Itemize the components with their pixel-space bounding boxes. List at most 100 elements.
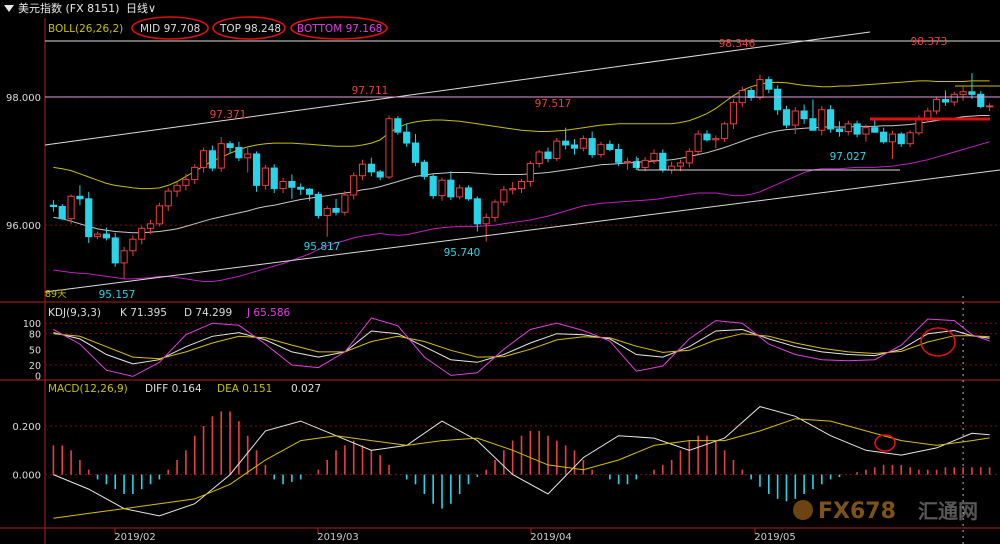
candle-body xyxy=(182,179,190,186)
candle xyxy=(429,173,437,199)
candle xyxy=(694,130,702,155)
candle-body xyxy=(632,161,640,168)
candle-body xyxy=(473,198,481,225)
candle-body xyxy=(173,184,181,192)
candle xyxy=(517,178,526,194)
kdj-legend-item: D 74.299 xyxy=(184,307,232,319)
candle-body xyxy=(456,187,464,198)
period-selector[interactable]: 日线∨ xyxy=(126,2,157,15)
candle-body xyxy=(615,148,623,163)
candle xyxy=(500,185,508,206)
x-tick-label: 2019/02 xyxy=(114,532,156,543)
candle-body xyxy=(888,133,897,143)
candle-body xyxy=(235,147,243,159)
candle-body xyxy=(155,205,163,225)
candle xyxy=(464,185,473,201)
candle-body xyxy=(394,118,402,133)
candle-body xyxy=(535,151,543,165)
candle-body xyxy=(968,91,976,95)
candle-body xyxy=(164,190,172,207)
candle-body xyxy=(959,91,967,95)
candle-body xyxy=(482,216,490,225)
candle xyxy=(747,87,755,101)
candle-body xyxy=(67,195,75,220)
candle-body xyxy=(305,188,314,195)
candle xyxy=(394,116,402,135)
candle xyxy=(535,150,543,168)
candle xyxy=(703,130,711,142)
candle xyxy=(226,141,234,154)
candle-body xyxy=(138,227,146,240)
candle xyxy=(888,130,897,160)
candle-body xyxy=(827,109,835,130)
candle-body xyxy=(297,186,305,190)
macd-legend-item: 0.027 xyxy=(291,383,321,395)
candle xyxy=(456,184,464,200)
candle xyxy=(288,174,296,199)
candle xyxy=(597,141,605,158)
candle xyxy=(182,173,190,191)
candle-body xyxy=(747,90,755,99)
candle-body xyxy=(350,175,358,196)
candle xyxy=(668,161,676,174)
highlight-circle xyxy=(290,16,388,40)
candle-body xyxy=(226,143,234,149)
candle-body xyxy=(694,133,702,152)
candle xyxy=(314,191,322,219)
candle-body xyxy=(491,201,499,218)
high-price-label: 98.373 xyxy=(911,36,948,48)
candle-body xyxy=(809,118,817,131)
candle xyxy=(93,231,102,240)
candle xyxy=(173,182,181,197)
candle xyxy=(146,219,155,235)
watermark-logo: FX678 xyxy=(818,499,896,524)
boll-title: BOLL(26,26,2) xyxy=(48,23,123,35)
highlight-circle xyxy=(131,16,209,40)
candle-body xyxy=(411,142,420,163)
candle-body xyxy=(588,138,596,156)
candle xyxy=(199,147,208,173)
channel-lower-trendline xyxy=(44,169,1000,293)
candle-body xyxy=(924,110,932,119)
boll-mid-legend: MID 97.708 xyxy=(140,23,200,35)
candle-body xyxy=(111,237,119,264)
kdj-tick-label: 100 xyxy=(23,319,41,330)
candle-body xyxy=(279,181,287,190)
collapse-icon[interactable] xyxy=(4,5,14,12)
candle xyxy=(120,246,128,279)
candle xyxy=(403,123,411,147)
candle-body xyxy=(120,250,128,264)
candle-body xyxy=(721,123,729,140)
candle xyxy=(774,85,782,115)
candle xyxy=(279,177,287,194)
watermark-logo-icon xyxy=(793,500,813,520)
candle-body xyxy=(102,233,110,239)
candle xyxy=(985,103,994,112)
support-box-line xyxy=(637,158,900,171)
candle xyxy=(853,120,861,138)
high-price-label: 97.517 xyxy=(535,98,572,110)
candle-body xyxy=(544,151,552,159)
kdj-legend-item: J 65.586 xyxy=(246,307,290,319)
candle xyxy=(447,171,455,201)
candle-body xyxy=(464,187,473,200)
candle xyxy=(818,105,826,136)
candle xyxy=(261,164,269,190)
candle xyxy=(138,225,146,245)
highlight-circle xyxy=(920,327,956,357)
candle xyxy=(659,149,667,173)
candle-body xyxy=(323,207,331,216)
candle xyxy=(102,227,110,241)
candle xyxy=(827,105,835,133)
candle-body xyxy=(862,127,870,135)
candle xyxy=(765,76,773,94)
candle-body xyxy=(76,195,84,200)
candle xyxy=(721,121,729,142)
kdj-d-line xyxy=(53,333,990,360)
candle xyxy=(553,137,561,161)
candle xyxy=(835,121,844,137)
candle-body xyxy=(500,189,508,203)
candle xyxy=(623,157,632,170)
candle xyxy=(376,169,384,181)
candle xyxy=(411,134,420,167)
